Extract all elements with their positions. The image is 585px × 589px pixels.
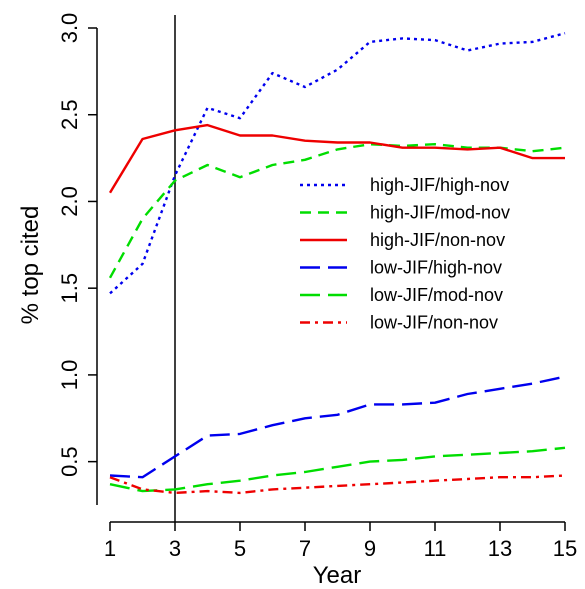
series-line-high-jif-high-nov (109, 32, 566, 295)
x-tick-label: 9 (364, 536, 376, 561)
legend-label: low-JIF/high-nov (370, 258, 502, 278)
x-tick-label: 15 (553, 536, 577, 561)
y-tick-label: 1.5 (57, 273, 82, 304)
series-line-high-jif-non-nov (108, 123, 565, 194)
legend-label: high-JIF/non-nov (370, 230, 505, 250)
x-axis-title: Year (313, 562, 362, 589)
y-tick-label: 2.5 (57, 99, 82, 130)
series-line-low-jif-non-nov (109, 474, 566, 495)
x-tick-label: 3 (169, 536, 181, 561)
x-tick-label: 11 (424, 536, 447, 561)
y-tick-label: 3.0 (57, 13, 82, 44)
y-tick-label: 2.0 (57, 186, 82, 217)
legend-label: high-JIF/mod-nov (370, 203, 510, 223)
legend-label: low-JIF/mod-nov (370, 285, 503, 305)
legend-label: high-JIF/high-nov (370, 175, 509, 195)
x-tick-label: 7 (299, 536, 311, 561)
legend-label: low-JIF/non-nov (370, 313, 498, 333)
x-tick-label: 13 (488, 536, 512, 561)
series-line-low-jif-high-nov (109, 375, 566, 479)
series-lines (108, 32, 566, 495)
y-axis-title: % top cited (17, 206, 44, 325)
y-tick-label: 1.0 (57, 360, 82, 391)
x-tick-label: 1 (104, 536, 116, 561)
x-axis-ticks: 1 3 5 7 9 11 13 15 (104, 522, 577, 561)
legend: high-JIF/high-nov high-JIF/mod-nov high-JI… (300, 175, 510, 333)
series-line-low-jif-mod-nov (109, 446, 566, 493)
x-tick-label: 5 (234, 536, 246, 561)
y-tick-label: 0.5 (57, 446, 82, 477)
y-axis-ticks: 0.5 1.0 1.5 2.0 2.5 3.0 (57, 13, 97, 477)
